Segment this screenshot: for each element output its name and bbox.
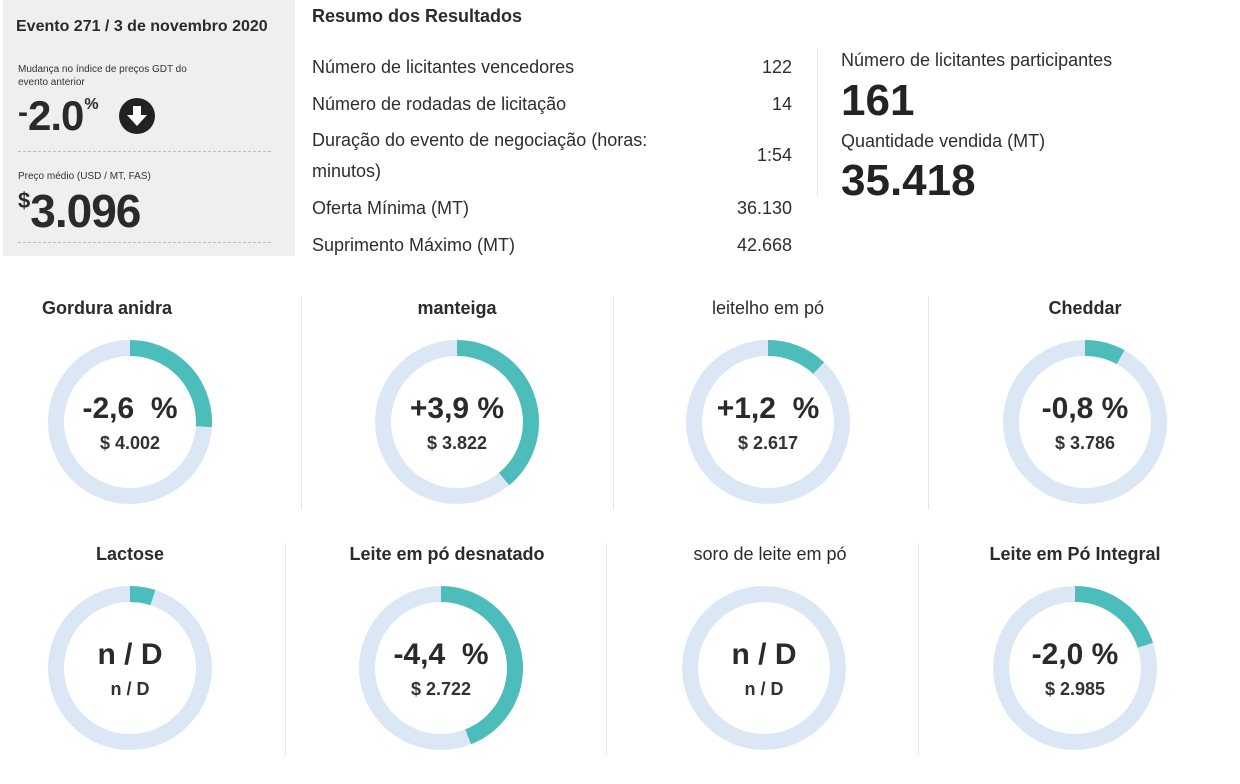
gdt-change-number: 2.0 [28,92,84,139]
divider [285,543,286,755]
divider [301,296,302,510]
product-card-lactose: Lactose n / D n / D [0,544,280,784]
divider [918,543,919,755]
event-info-panel: Evento 271 / 3 de novembro 2020 Mudança … [3,0,295,256]
summary-row-value: 1:54 [756,145,792,165]
product-price-change: -2,0 % [1031,638,1119,671]
divider [606,543,607,755]
product-name: Leite em pó desnatado [349,544,545,564]
gdt-change-value: -2.0% [18,92,99,142]
donut-arc [993,586,1157,750]
summary-row-value: 36.130 [736,198,792,218]
gdt-change-sign: - [18,96,28,129]
donut-arc [48,340,212,504]
divider [18,242,271,243]
product-name: Gordura anidra [41,298,173,318]
summary-row-label: Duração do evento de negociação (horas: … [312,130,648,181]
product-card-whole-milk-powder: Leite em Pó Integral -2,0 % $ 2.985 [925,544,1225,784]
product-name: Lactose [95,544,165,564]
summary-row-label: Número de licitantes vencedores [312,57,575,77]
donut-ring [686,340,850,504]
donut-ring [993,586,1157,750]
product-name: soro de leite em pó [693,544,847,564]
donut-ring [48,586,212,750]
product-name: Leite em Pó Integral [989,544,1161,564]
summary-row-label: Oferta Mínima (MT) [312,198,470,218]
product-donut: -0,8 % $ 3.786 [1001,338,1169,506]
donut-arc [1003,340,1167,504]
product-card-buttermilk-powder: leitelho em pó +1,2 % $ 2.617 [618,298,918,538]
product-price-change: +1,2 % [716,392,820,425]
divider [817,48,818,196]
quantity-sold-value: 35.418 [841,156,976,205]
product-donut: n / D n / D [46,584,214,752]
product-donut: +3,9 % $ 3.822 [373,338,541,506]
product-price-change: -4,4 % [393,638,489,671]
quantity-sold-label: Quantidade vendida (MT) [841,131,1046,151]
average-price-currency: $ [18,188,31,213]
average-price-label: Preço médio (USD / MT, FAS) [18,171,151,182]
product-donut: -4,4 % $ 2.722 [357,584,525,752]
donut-arc [686,340,850,504]
donut-ring [48,340,212,504]
divider [18,151,271,152]
participants-value: 161 [841,76,915,125]
product-average-price: n / D [744,679,784,699]
summary-row-value: 42.668 [736,235,792,255]
donut-ring [359,586,523,750]
average-price-value: $3.096 [18,184,141,238]
donut-track [682,586,846,750]
summary-row-label: Suprimento Máximo (MT) [312,235,516,255]
product-price-change: +3,9 % [409,392,505,425]
product-name: Cheddar [1048,298,1122,318]
product-average-price: $ 3.786 [1054,433,1116,453]
summary-row: Número de rodadas de licitação 14 [312,89,792,120]
donut-ring [375,340,539,504]
summary-row: Suprimento Máximo (MT) 42.668 [312,230,792,261]
gdt-change-label: Mudança no índice de preços GDT do event… [18,64,187,88]
donut-ring [682,586,846,750]
summary-row: Oferta Mínima (MT) 36.130 [312,193,792,224]
summary-title: Resumo dos Resultados [312,6,523,26]
divider [928,296,929,510]
arrow-down-circle-icon [119,98,155,134]
product-name: manteiga [417,298,497,318]
product-card-whey-powder: soro de leite em pó n / D n / D [620,544,920,784]
product-average-price: $ 3.822 [426,433,488,453]
product-average-price: $ 4.002 [99,433,161,453]
summary-row-label: Número de rodadas de licitação [312,94,567,114]
product-average-price: n / D [110,679,150,699]
donut-arc [375,340,539,504]
product-price-change: -2,6 % [82,392,178,425]
product-price-change: n / D [97,638,163,671]
summary-row: Duração do evento de negociação (horas: … [312,125,792,187]
product-card-anhydrous-milk-fat: Gordura anidra -2,6 % $ 4.002 [0,298,257,538]
product-average-price: $ 2.722 [410,679,472,699]
product-donut: -2,0 % $ 2.985 [991,584,1159,752]
product-name: leitelho em pó [711,298,825,318]
donut-arc [359,586,523,750]
product-average-price: $ 2.985 [1044,679,1106,699]
participants-label: Número de licitantes participantes [841,50,1113,70]
product-donut: -2,6 % $ 4.002 [46,338,214,506]
gdt-change-unit: % [84,96,99,113]
product-donut: +1,2 % $ 2.617 [684,338,852,506]
summary-row: Número de licitantes vencedores 122 [312,52,792,83]
summary-row-value: 14 [771,94,792,114]
donut-arc [48,586,212,750]
summary-row-value: 122 [761,57,792,77]
product-card-cheddar: Cheddar -0,8 % $ 3.786 [935,298,1235,538]
product-card-butter: manteiga +3,9 % $ 3.822 [307,298,607,538]
product-card-skim-milk-powder: Leite em pó desnatado -4,4 % $ 2.722 [297,544,597,784]
donut-ring [1003,340,1167,504]
product-price-change: n / D [731,638,797,671]
product-price-change: -0,8 % [1041,392,1129,425]
divider [613,296,614,510]
product-donut: n / D n / D [680,584,848,752]
event-title: Evento 271 / 3 de novembro 2020 [16,18,268,35]
average-price-number: 3.096 [30,185,141,237]
product-average-price: $ 2.617 [737,433,799,453]
